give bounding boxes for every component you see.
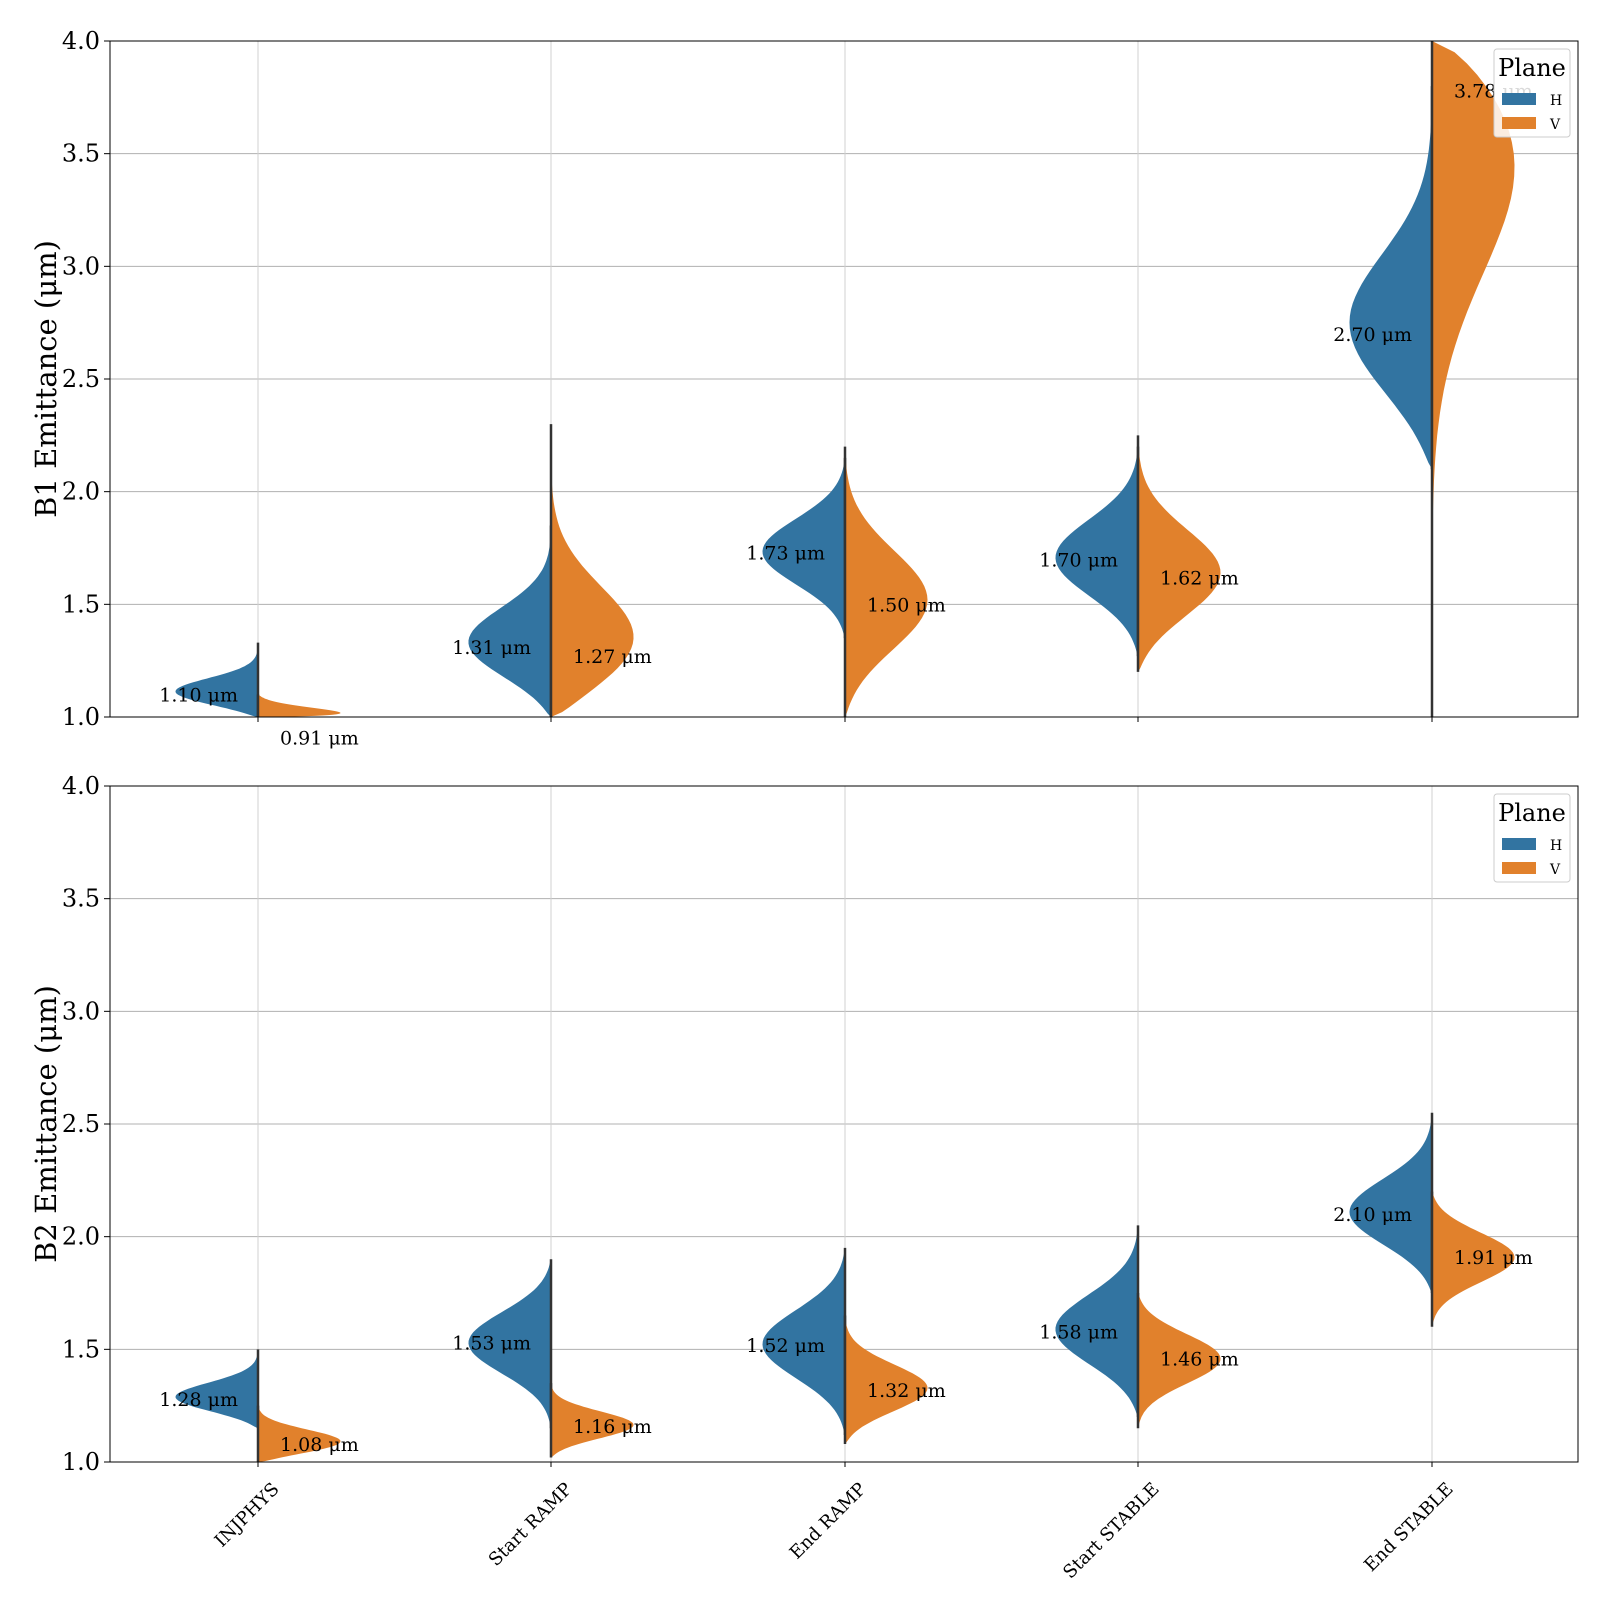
- violin-v-4: [1138, 435, 1221, 672]
- legend-swatch-v: [1502, 117, 1536, 129]
- y-tick-label: 4.0: [62, 772, 100, 800]
- legend-entry-v: V: [1549, 862, 1561, 878]
- y-axis-label: B2 Emittance (μm): [29, 985, 63, 1263]
- median-label-h: 1.70 μm: [1039, 549, 1118, 571]
- median-label-v: 1.50 μm: [867, 594, 946, 616]
- median-label-v: 0.91 μm: [280, 727, 359, 749]
- chart-panel-2: 1.0 1.5 2.0 2.5 3.0 3.5 4.0 1.28 μm 1.53 μm 1.52 …: [29, 772, 1579, 1583]
- violin-h-2: [468, 525, 551, 717]
- median-label-h: 2.70 μm: [1333, 324, 1412, 346]
- median-label-h: 1.52 μm: [746, 1335, 825, 1357]
- x-category-label: INJPHYS: [211, 1479, 284, 1552]
- legend-entry-h: H: [1550, 93, 1562, 109]
- median-label-v: 1.32 μm: [867, 1380, 946, 1402]
- legend-entry-h: H: [1550, 838, 1562, 854]
- violin-v-2: [551, 1383, 634, 1458]
- y-tick-label: 3.0: [62, 252, 100, 280]
- legend-entry-v: V: [1549, 117, 1561, 133]
- violin-layer: [175, 41, 1515, 717]
- violin-h-2: [468, 1259, 551, 1429]
- median-label-v: 1.08 μm: [280, 1434, 359, 1456]
- y-tick-label: 2.0: [62, 478, 100, 506]
- violin-h-3: [762, 1247, 845, 1435]
- y-tick-label: 1.0: [62, 1448, 100, 1476]
- violin-v-5: [1432, 1191, 1515, 1327]
- plot-frame: [109, 40, 1579, 718]
- median-label-v: 1.27 μm: [573, 646, 652, 668]
- y-tick-label: 2.5: [62, 1110, 100, 1138]
- median-label-v: 1.62 μm: [1160, 567, 1239, 589]
- plot-frame: [109, 785, 1579, 1463]
- median-label-h: 1.73 μm: [746, 543, 825, 565]
- violin-h-3: [762, 457, 845, 639]
- median-label-h: 1.28 μm: [159, 1389, 238, 1411]
- y-tick-label: 3.5: [62, 885, 100, 913]
- violin-v-5: [1432, 41, 1515, 717]
- y-tick-label: 1.5: [62, 590, 100, 618]
- y-tick-label: 1.5: [62, 1335, 100, 1363]
- median-label-v: 1.16 μm: [573, 1416, 652, 1438]
- median-label-h: 1.31 μm: [452, 637, 531, 659]
- chart-panel-1: 1.0 1.5 2.0 2.5 3.0 3.5 4.0 1.10 μm 1.31 μm 1.73 …: [29, 27, 1579, 749]
- legend: Plane HV: [1493, 793, 1571, 883]
- y-tick-label: 2.5: [62, 365, 100, 393]
- y-axis-label: B1 Emittance (μm): [29, 240, 63, 518]
- median-label-h: 1.58 μm: [1039, 1321, 1118, 1343]
- median-label-v: 1.91 μm: [1454, 1247, 1533, 1269]
- y-tick-label: 3.0: [62, 997, 100, 1025]
- legend-swatch-h: [1502, 838, 1536, 850]
- violin-h-1: [175, 642, 258, 717]
- legend-swatch-h: [1502, 93, 1536, 105]
- violin-v-2: [551, 424, 634, 717]
- violin-v-3: [845, 446, 928, 717]
- x-category-label: Start RAMP: [485, 1479, 577, 1571]
- median-label-h: 2.10 μm: [1333, 1204, 1412, 1226]
- median-label-h: 1.10 μm: [159, 684, 238, 706]
- x-category-label: End RAMP: [786, 1479, 871, 1564]
- legend-title: Plane: [1498, 799, 1566, 827]
- y-tick-label: 3.5: [62, 140, 100, 168]
- violin-h-4: [1055, 1225, 1138, 1417]
- y-tick-label: 2.0: [62, 1223, 100, 1251]
- violin-layer: [175, 1112, 1515, 1462]
- x-category-label: End STABLE: [1360, 1479, 1457, 1576]
- violin-h-5: [1349, 1112, 1432, 1293]
- y-tick-label: 1.0: [62, 703, 100, 731]
- violin-v-4: [1138, 1293, 1221, 1429]
- violin-h-4: [1055, 446, 1138, 657]
- x-category-label: Start STABLE: [1059, 1479, 1163, 1583]
- violin-h-5: [1349, 86, 1432, 470]
- median-label-v: 1.46 μm: [1160, 1348, 1239, 1370]
- median-label-h: 1.53 μm: [452, 1333, 531, 1355]
- legend: Plane HV: [1493, 48, 1571, 138]
- legend-swatch-v: [1502, 862, 1536, 874]
- legend-title: Plane: [1498, 54, 1566, 82]
- violin-h-1: [175, 1349, 258, 1429]
- violin-v-1: [258, 1405, 341, 1462]
- y-tick-label: 4.0: [62, 27, 100, 55]
- violin-v-1: [258, 694, 341, 717]
- violin-v-3: [845, 1315, 928, 1444]
